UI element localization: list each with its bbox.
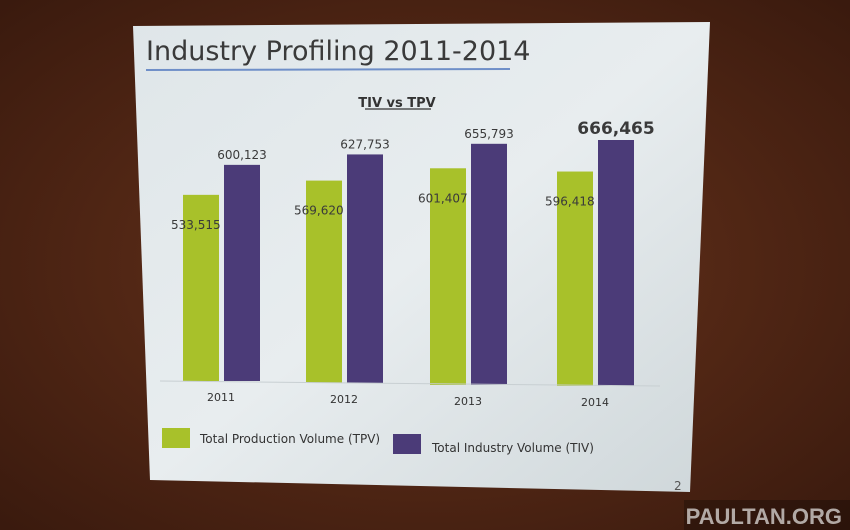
bar-tiv-2013: [471, 143, 507, 385]
title-rule: [145, 68, 511, 71]
x-axis: [159, 380, 661, 387]
data-label-tpv-2012: 569,620: [294, 204, 344, 218]
watermark-logo: PAULTAN.ORG: [686, 504, 842, 529]
bar-tpv-2014: [557, 171, 593, 386]
slide-page-number: 2: [674, 479, 682, 493]
bar-tpv-2011: [183, 194, 219, 381]
bar-tpv-2013: [430, 168, 466, 385]
slide-title: Industry Profiling 2011-2014: [146, 36, 531, 67]
bar-tiv-2014: [598, 140, 634, 386]
data-label-tpv-2014: 596,418: [545, 195, 595, 209]
data-label-tpv-2011: 533,515: [171, 218, 221, 232]
data-label-tiv-2011: 600,123: [217, 148, 267, 162]
bars-group: 533,515 600,123 2011 569,620 627,753 2012 601,…: [171, 119, 655, 409]
legend-swatch-tiv: [393, 434, 421, 454]
x-tick-label-2014: 2014: [581, 396, 609, 409]
x-tick-label-2012: 2012: [330, 393, 358, 406]
legend: Total Production Volume (TPV) Total Indu…: [162, 428, 594, 455]
watermark-backdrop: [684, 500, 850, 530]
legend-label-tpv: Total Production Volume (TPV): [199, 432, 380, 446]
x-tick-label-2013: 2013: [454, 395, 482, 408]
bar-tpv-2012: [306, 180, 342, 383]
legend-label-tiv: Total Industry Volume (TIV): [431, 441, 594, 455]
legend-swatch-tpv: [162, 428, 190, 448]
data-label-tpv-2013: 601,407: [418, 191, 468, 205]
bar-tiv-2011: [224, 164, 260, 381]
data-label-tiv-2012: 627,753: [340, 137, 390, 151]
x-tick-label-2011: 2011: [207, 391, 235, 404]
data-label-tiv-2014: 666,465: [577, 119, 654, 139]
chart-title: TIV vs TPV: [358, 96, 436, 111]
data-label-tiv-2013: 655,793: [464, 127, 514, 141]
bar-tiv-2012: [347, 154, 383, 383]
